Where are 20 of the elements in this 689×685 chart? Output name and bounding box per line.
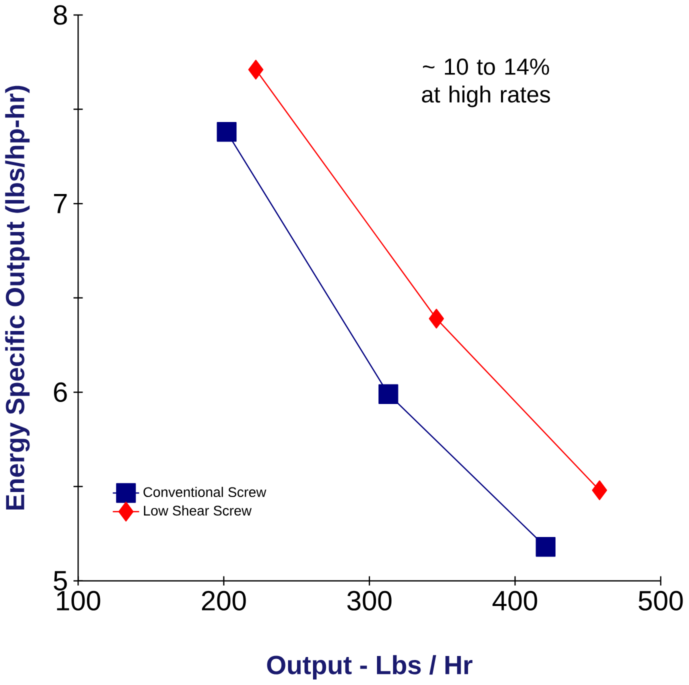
- point: [592, 480, 608, 500]
- x-tick-label: 200: [202, 591, 246, 611]
- annotation: ~ 10 to 14% at high rates: [422, 58, 550, 108]
- x-tick-label: 100: [57, 591, 100, 611]
- x-tick-label: 300: [347, 591, 392, 611]
- y-tick-label: 8: [54, 5, 67, 25]
- x-tick-label: 500: [638, 591, 683, 611]
- point: [428, 308, 444, 329]
- x-axis-title: Output - Lbs / Hr: [267, 655, 472, 680]
- x-tick-label: 400: [492, 591, 538, 611]
- legend-label: Conventional Screw: [144, 487, 266, 498]
- y-tick-label: 6: [54, 382, 67, 402]
- point: [216, 122, 237, 142]
- point: [536, 537, 556, 557]
- point: [248, 60, 264, 80]
- y-tick-label: 7: [54, 194, 67, 214]
- legend-label: Low Shear Screw: [144, 506, 252, 516]
- point: [378, 384, 398, 404]
- y-axis-title: Energy Specific Output (lbs/hp-hr): [5, 86, 30, 510]
- y-tick-label: 5: [54, 571, 67, 591]
